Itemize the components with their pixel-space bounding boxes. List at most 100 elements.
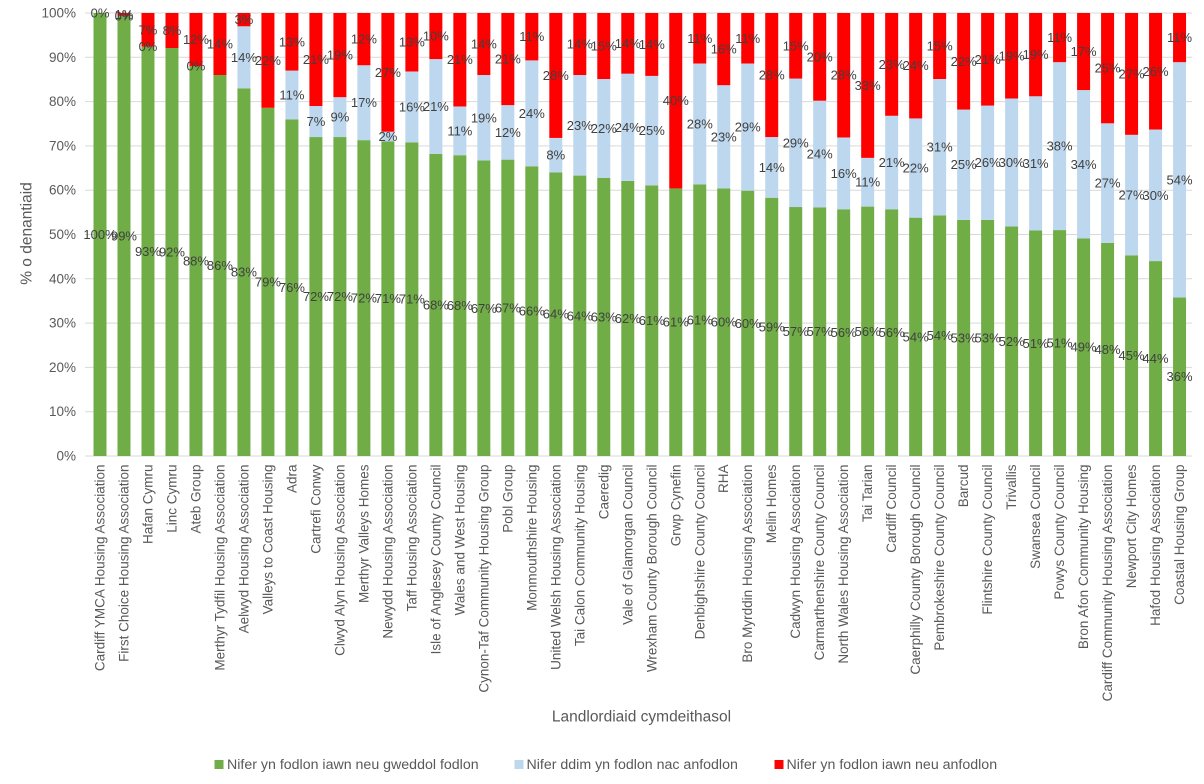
svg-text:56%: 56% [831,325,857,340]
svg-text:13%: 13% [399,35,425,50]
svg-text:64%: 64% [567,308,593,323]
svg-text:88%: 88% [183,254,209,269]
svg-text:56%: 56% [879,325,905,340]
svg-text:11%: 11% [447,123,472,138]
svg-text:19%: 19% [1023,47,1049,62]
svg-text:72%: 72% [327,289,353,304]
svg-text:Powys County Council: Powys County Council [1052,465,1067,600]
svg-text:28%: 28% [687,116,713,131]
svg-text:76%: 76% [279,280,305,295]
svg-text:79%: 79% [255,274,281,289]
svg-text:49%: 49% [1071,340,1097,355]
svg-text:Cartrefi Conwy: Cartrefi Conwy [308,464,323,554]
svg-text:93%: 93% [135,244,161,259]
svg-text:21%: 21% [423,99,449,114]
svg-text:29%: 29% [783,135,809,150]
svg-text:16%: 16% [711,42,737,57]
svg-text:First Choice Housing Associati: First Choice Housing Association [116,465,131,662]
svg-text:30%: 30% [1143,188,1169,203]
svg-text:20%: 20% [49,360,76,375]
svg-text:38%: 38% [1047,139,1073,154]
svg-text:51%: 51% [1023,336,1049,351]
svg-text:11%: 11% [279,87,304,102]
svg-text:90%: 90% [49,50,76,65]
svg-text:14%: 14% [615,36,641,51]
svg-text:Linc Cymru: Linc Cymru [164,465,179,533]
svg-text:83%: 83% [231,265,257,280]
svg-text:16%: 16% [399,99,425,114]
svg-text:68%: 68% [447,298,473,313]
svg-text:Tai Calon Community Housing: Tai Calon Community Housing [572,465,587,647]
svg-text:Cardiff YMCA Housing Associati: Cardiff YMCA Housing Association [93,465,108,672]
svg-text:61%: 61% [639,313,665,328]
svg-text:Merthyr Tydfil Housing Associa: Merthyr Tydfil Housing Association [212,465,227,671]
svg-text:29%: 29% [735,120,761,135]
svg-text:21%: 21% [975,52,1001,67]
svg-text:72%: 72% [303,289,329,304]
svg-text:11%: 11% [855,175,880,190]
svg-text:72%: 72% [351,291,377,306]
svg-text:25%: 25% [951,157,977,172]
svg-text:Cynon-Taf Community Housing Gr: Cynon-Taf Community Housing Group [476,464,491,692]
svg-text:Bron Afon Community Housing: Bron Afon Community Housing [1076,465,1091,650]
svg-text:Nifer yn fodlon iawn neu anfod: Nifer yn fodlon iawn neu anfodlon [787,757,998,773]
svg-text:40%: 40% [663,93,689,108]
svg-text:0%: 0% [139,39,158,54]
svg-text:1%: 1% [115,7,134,22]
svg-text:33%: 33% [855,78,881,93]
svg-text:Swansea Council: Swansea Council [1028,465,1043,569]
svg-text:27%: 27% [375,65,401,80]
svg-text:44%: 44% [1143,351,1169,366]
svg-text:10%: 10% [49,404,76,419]
svg-text:24%: 24% [903,58,929,73]
svg-text:86%: 86% [207,258,233,273]
svg-text:10%: 10% [423,29,449,44]
svg-text:66%: 66% [519,304,545,319]
svg-text:15%: 15% [927,39,953,54]
svg-text:19%: 19% [471,110,497,125]
svg-text:45%: 45% [1119,348,1145,363]
svg-text:% o denantiaid: % o denantiaid [19,182,36,285]
svg-text:70%: 70% [49,138,76,153]
svg-text:Cadwyn Housing Association: Cadwyn Housing Association [788,465,803,639]
svg-text:15%: 15% [783,38,809,53]
svg-text:Landlordiaid cymdeithasol: Landlordiaid cymdeithasol [552,708,731,725]
svg-text:0%: 0% [91,6,110,21]
svg-text:Denbighshire County Council: Denbighshire County Council [692,465,707,640]
svg-text:22%: 22% [591,121,617,136]
svg-text:North Wales Housing Associatio: North Wales Housing Association [836,464,851,663]
svg-text:11%: 11% [1167,30,1192,45]
svg-text:Newport City Homes: Newport City Homes [1124,464,1139,588]
svg-text:Cardiff Community Housing Asso: Cardiff Community Housing Association [1100,465,1115,702]
svg-text:54%: 54% [1167,172,1193,187]
svg-text:51%: 51% [1047,336,1073,351]
svg-text:Wrexham County Borough Council: Wrexham County Borough Council [644,465,659,673]
svg-text:14%: 14% [471,37,497,52]
svg-text:67%: 67% [495,300,521,315]
svg-text:60%: 60% [735,316,761,331]
svg-text:7%: 7% [139,22,158,37]
svg-text:64%: 64% [543,307,569,322]
svg-text:Bro Myrddin Housing Associatio: Bro Myrddin Housing Association [740,465,755,663]
svg-text:Nifer ddim yn fodlon nac anfod: Nifer ddim yn fodlon nac anfodlon [527,757,738,773]
svg-text:11%: 11% [519,29,544,44]
svg-text:23%: 23% [711,129,737,144]
svg-text:57%: 57% [807,324,833,339]
svg-text:12%: 12% [351,32,377,47]
svg-text:0%: 0% [56,449,76,464]
svg-text:12%: 12% [183,32,209,47]
svg-text:3%: 3% [235,12,254,27]
svg-text:19%: 19% [999,48,1025,63]
svg-text:14%: 14% [231,50,257,65]
svg-text:8%: 8% [163,23,182,38]
svg-text:62%: 62% [615,311,641,326]
svg-text:Tai Tarian: Tai Tarian [860,465,875,523]
svg-text:59%: 59% [759,319,785,334]
svg-text:Clwyd Alyn Housing Association: Clwyd Alyn Housing Association [332,465,347,656]
svg-text:22%: 22% [903,161,929,176]
svg-text:14%: 14% [639,37,665,52]
svg-text:31%: 31% [1023,156,1049,171]
svg-text:71%: 71% [375,291,401,306]
svg-text:22%: 22% [951,54,977,69]
svg-text:40%: 40% [49,271,76,286]
